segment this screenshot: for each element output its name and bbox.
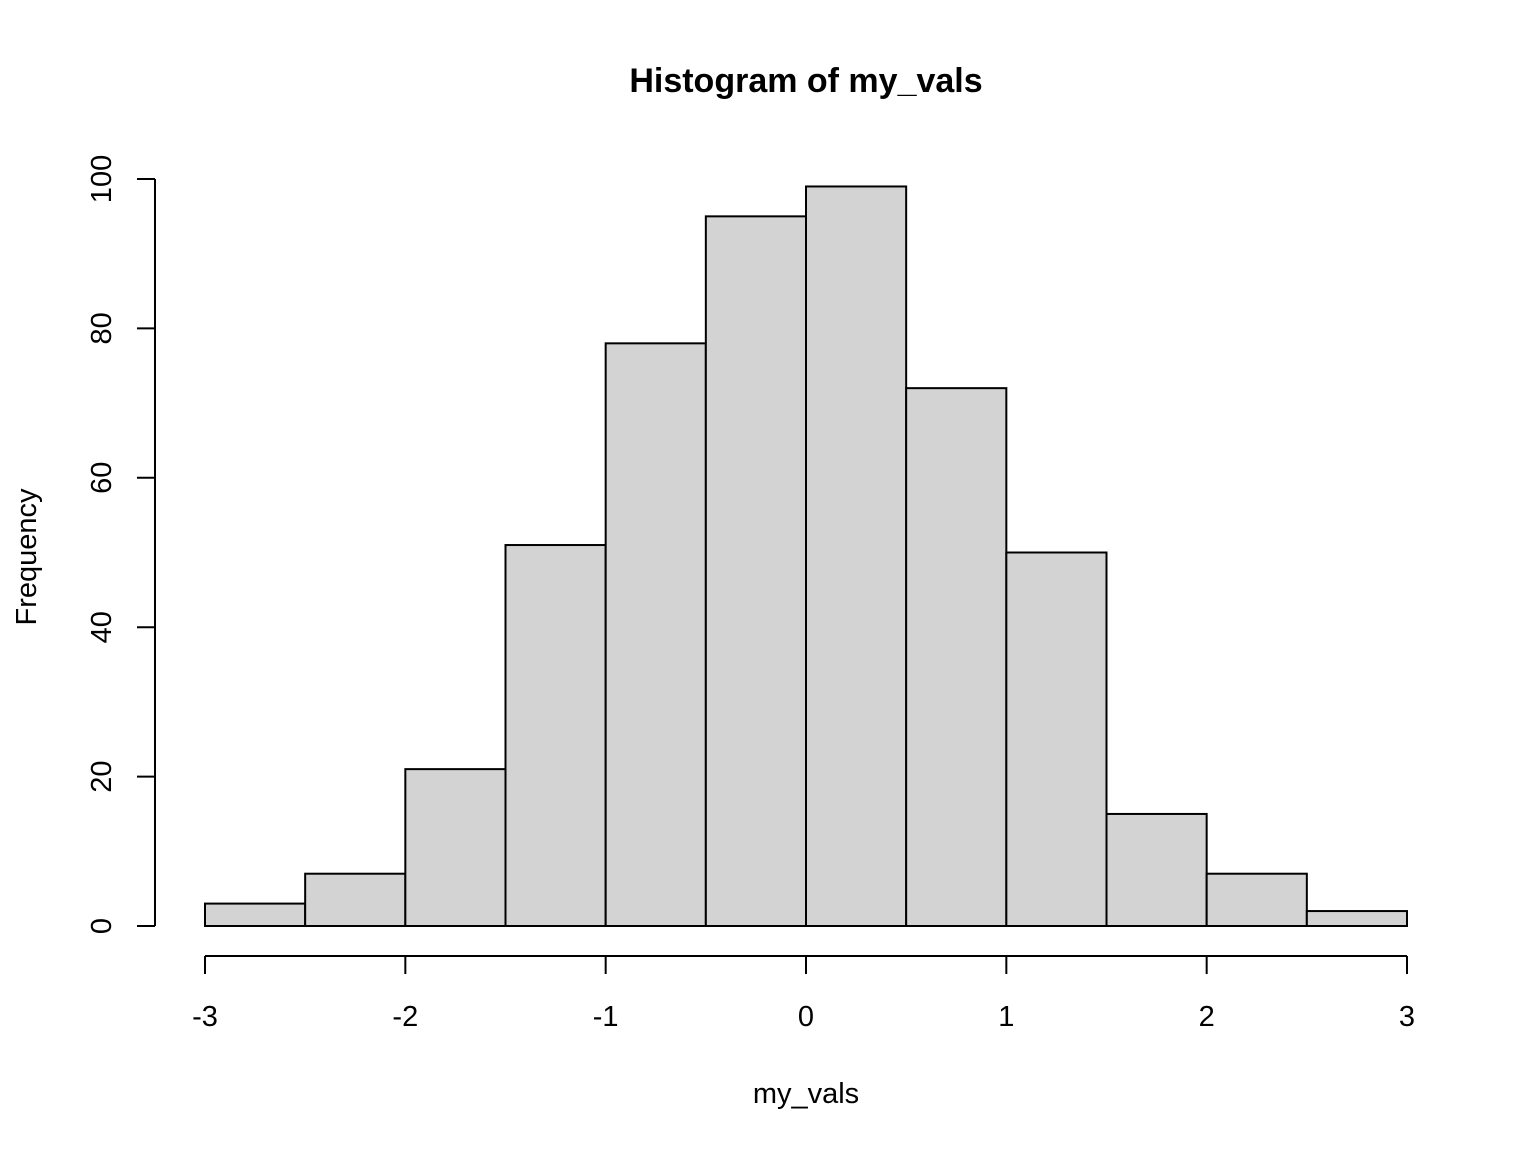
histogram-bar	[204, 902, 307, 928]
histogram-bar	[504, 544, 607, 928]
histogram-bar	[805, 185, 908, 928]
histogram-bar	[1205, 872, 1308, 928]
x-tick-label: 2	[1199, 1001, 1215, 1033]
histogram-bar	[1105, 812, 1208, 928]
x-axis: -3 -2 -1 0 1 2 3	[192, 955, 1415, 1033]
y-axis-label: Frequency	[11, 488, 43, 626]
histogram-bar	[604, 342, 707, 927]
histogram-bars	[204, 185, 1409, 928]
histogram-bar	[1305, 910, 1409, 927]
x-tick-label: -1	[593, 1001, 619, 1033]
histogram-bar	[1005, 551, 1108, 927]
x-tick-label: -2	[392, 1001, 418, 1033]
y-tick-label: 80	[86, 312, 118, 344]
y-tick-label: 60	[86, 462, 118, 494]
y-axis: 0 20 40 60 80 100	[86, 155, 156, 934]
histogram-bar	[704, 215, 807, 928]
y-tick-label: 20	[86, 760, 118, 792]
y-tick-label: 0	[86, 918, 118, 934]
histogram-bar	[304, 872, 407, 928]
x-tick-label: 0	[798, 1001, 814, 1033]
chart-title: Histogram of my_vals	[629, 62, 982, 100]
x-tick-label: -3	[192, 1001, 218, 1033]
x-axis-label: my_vals	[753, 1078, 859, 1110]
y-tick-label: 40	[86, 611, 118, 643]
histogram-bar	[905, 387, 1008, 928]
histogram-bar	[404, 768, 507, 927]
y-tick-label: 100	[86, 155, 118, 203]
x-tick-label: 1	[998, 1001, 1014, 1033]
x-tick-label: 3	[1399, 1001, 1415, 1033]
